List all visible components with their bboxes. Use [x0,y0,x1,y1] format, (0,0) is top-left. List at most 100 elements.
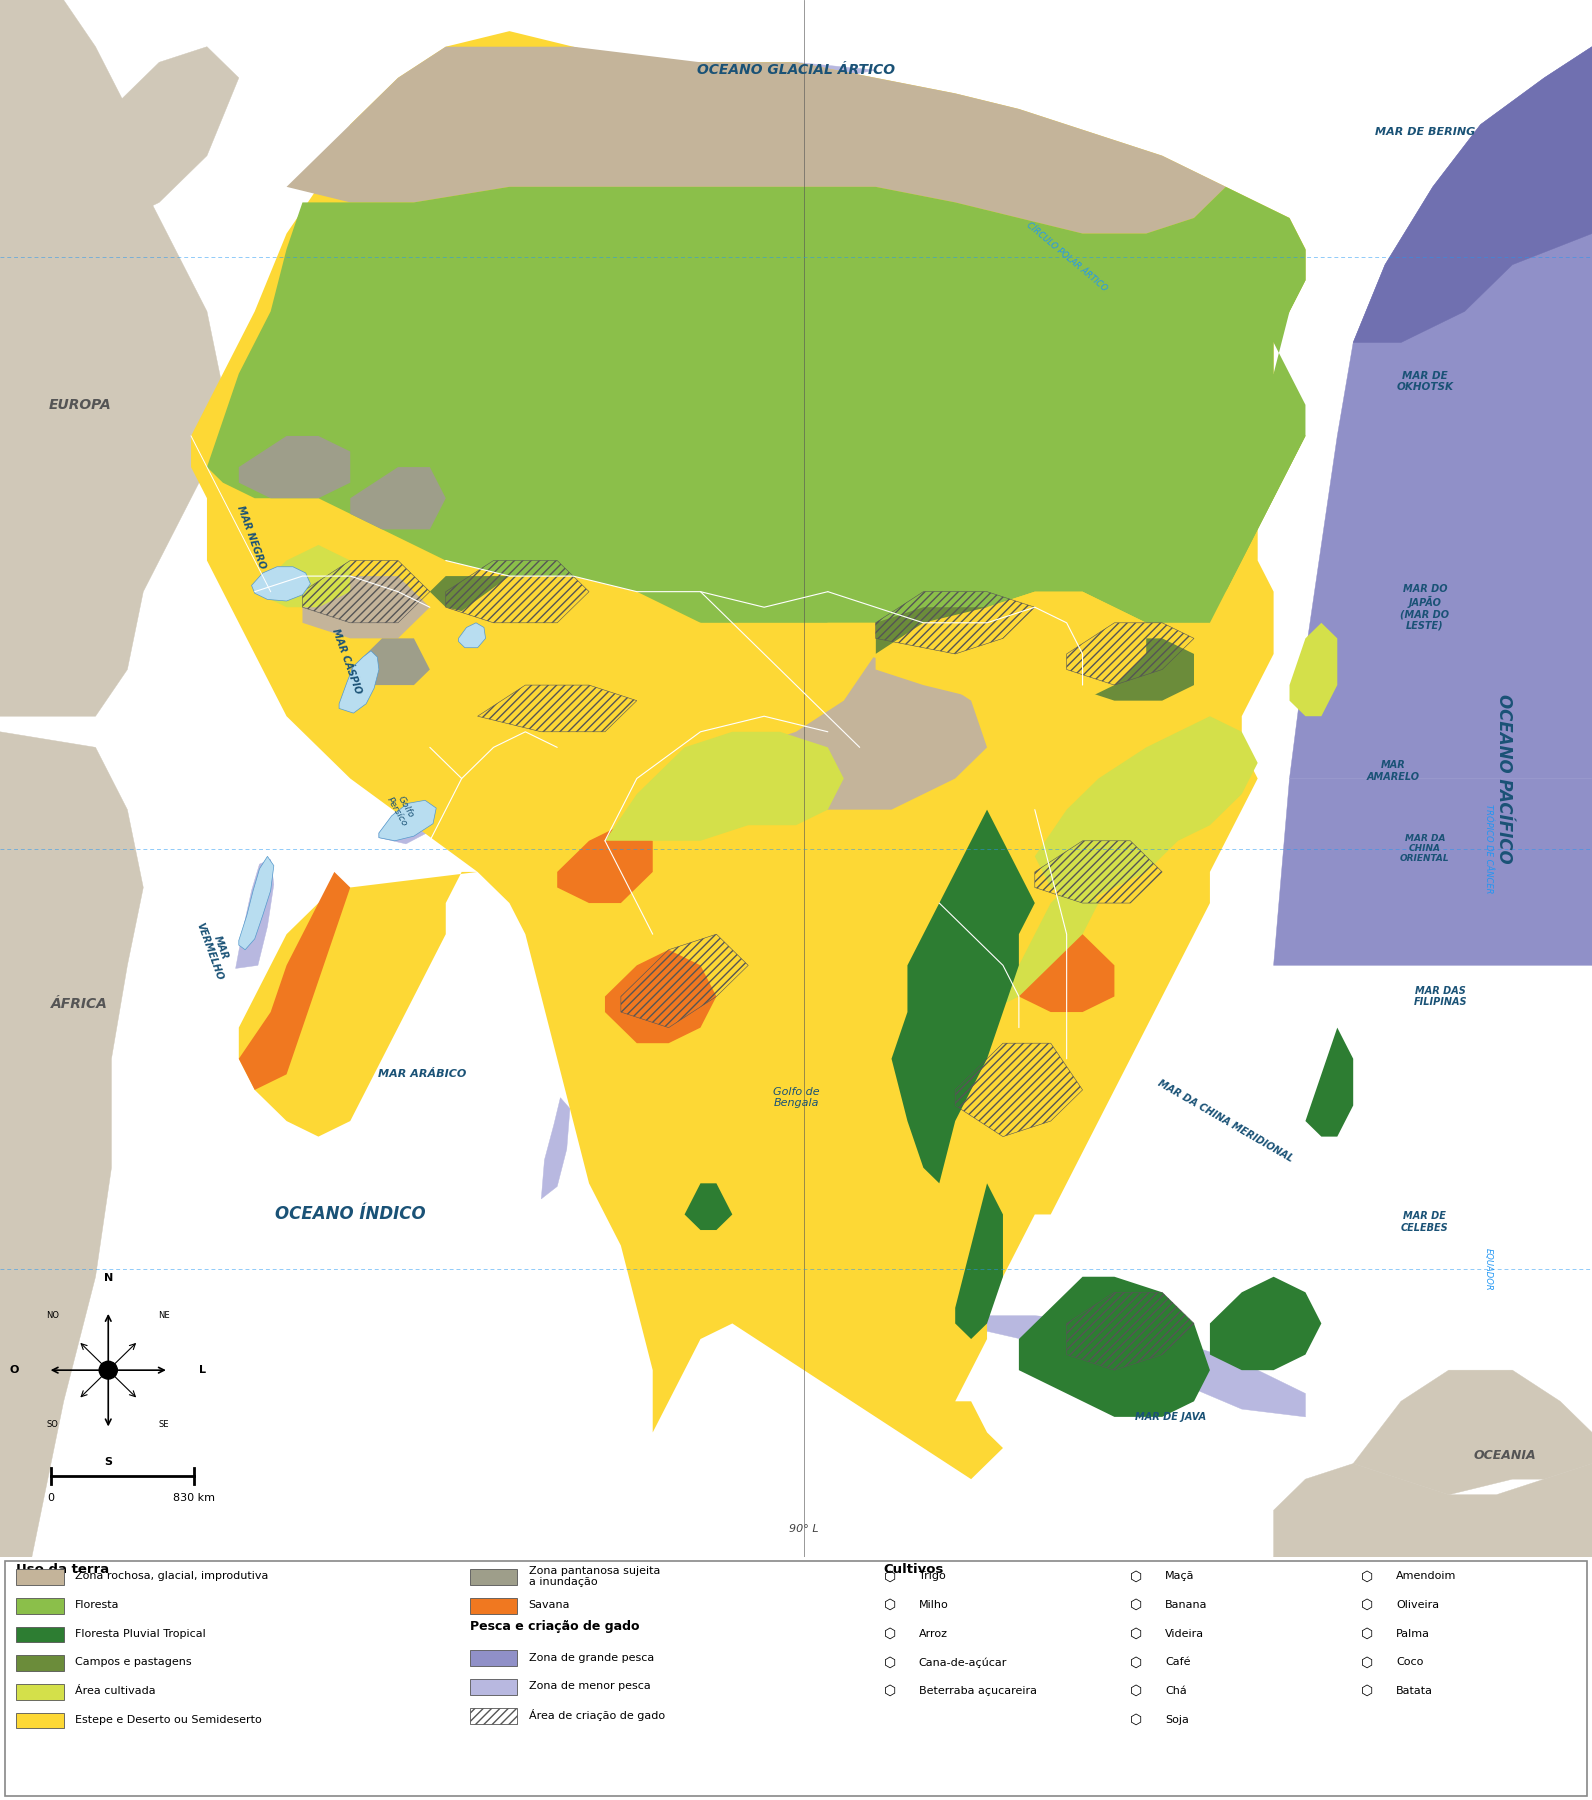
Text: MAR DE
OKHOTSK: MAR DE OKHOTSK [1396,371,1453,392]
Polygon shape [1210,1276,1321,1370]
Polygon shape [239,871,350,1089]
Text: Batata: Batata [1396,1687,1433,1696]
Polygon shape [239,857,274,950]
Polygon shape [458,623,486,648]
Text: ⬡: ⬡ [884,1685,896,1697]
Polygon shape [446,733,685,857]
Polygon shape [350,639,430,686]
Polygon shape [876,592,1146,700]
Polygon shape [430,576,605,623]
Polygon shape [1290,47,1592,778]
Text: CÍRCULO POLAR ÁRTICO: CÍRCULO POLAR ÁRTICO [1025,221,1108,293]
Text: OCEANO GLACIAL ÁRTICO: OCEANO GLACIAL ÁRTICO [697,63,895,77]
Text: ⬡: ⬡ [1130,1685,1143,1697]
Text: SO: SO [46,1420,59,1429]
Text: Campos e pastagens: Campos e pastagens [75,1658,191,1667]
Text: 830 km: 830 km [174,1492,215,1503]
Polygon shape [302,576,430,639]
Bar [16,1656,64,1670]
Polygon shape [605,733,844,841]
Text: Milho: Milho [919,1600,949,1611]
Text: ⬡: ⬡ [884,1598,896,1613]
Text: Área cultivada: Área cultivada [75,1687,156,1696]
Text: Área de criação de gado: Área de criação de gado [529,1708,665,1721]
Polygon shape [1290,623,1337,716]
Text: Videira: Videira [1165,1629,1205,1638]
Text: Golfo de
Bengala: Golfo de Bengala [772,1087,820,1109]
Text: 0: 0 [48,1492,54,1503]
Text: MAR NEGRO: MAR NEGRO [236,504,267,571]
Text: ⬡: ⬡ [1130,1714,1143,1726]
Text: Maçã: Maçã [1165,1571,1196,1582]
Text: OCEANO PACÍFICO: OCEANO PACÍFICO [1495,693,1514,864]
Text: Zona rochosa, glacial, improdutiva: Zona rochosa, glacial, improdutiva [75,1571,267,1582]
Text: ⬡: ⬡ [884,1627,896,1642]
Polygon shape [1019,934,1114,1012]
Text: Oliveira: Oliveira [1396,1600,1439,1611]
Polygon shape [207,187,1305,623]
Text: Beterraba açucareira: Beterraba açucareira [919,1687,1036,1696]
Text: Uso da terra: Uso da terra [16,1562,108,1577]
Polygon shape [987,1316,1305,1417]
Polygon shape [605,950,716,1044]
Text: MAR
VERMELHO: MAR VERMELHO [194,918,236,983]
Text: NE: NE [158,1310,170,1319]
Text: 90° L: 90° L [790,1525,818,1534]
Text: Palma: Palma [1396,1629,1430,1638]
Polygon shape [0,0,223,716]
Text: EUROPA: EUROPA [48,398,111,412]
Text: OCEANO ÍNDICO: OCEANO ÍNDICO [275,1206,425,1224]
Text: Chá: Chá [1165,1687,1188,1696]
Polygon shape [987,871,1098,1012]
Text: MAR
AMARELO: MAR AMARELO [1366,760,1420,781]
Text: Zona pantanosa sujeita
a inundação: Zona pantanosa sujeita a inundação [529,1566,661,1588]
Polygon shape [1067,639,1194,700]
Bar [470,1570,517,1586]
Polygon shape [334,1058,369,1112]
Bar [16,1714,64,1728]
Text: MAR DO
JAPÃO
(MAR DO
LESTE): MAR DO JAPÃO (MAR DO LESTE) [1401,583,1449,630]
Text: ⬡: ⬡ [884,1570,896,1584]
Polygon shape [1274,1463,1592,1557]
Text: O: O [10,1364,19,1375]
Polygon shape [252,567,310,601]
Text: Estepe e Deserto ou Semideserto: Estepe e Deserto ou Semideserto [75,1715,261,1724]
Bar [16,1627,64,1642]
Text: ⬡: ⬡ [1130,1627,1143,1642]
Polygon shape [1305,1028,1353,1136]
Text: Banana: Banana [1165,1600,1208,1611]
Polygon shape [1274,778,1592,965]
Bar [16,1685,64,1699]
Polygon shape [1353,1370,1592,1494]
Polygon shape [1353,47,1592,342]
Text: Golfo
Persíco: Golfo Persíco [385,790,417,828]
Text: OCEANIA: OCEANIA [1473,1449,1536,1462]
Text: ⬡: ⬡ [1130,1598,1143,1613]
Polygon shape [557,824,653,904]
Polygon shape [64,47,239,234]
Polygon shape [239,436,350,499]
Text: ⬡: ⬡ [1130,1656,1143,1669]
Text: ⬡: ⬡ [1361,1627,1374,1642]
Text: NO: NO [46,1310,59,1319]
Polygon shape [342,646,376,709]
Polygon shape [191,31,1305,1480]
Text: S: S [103,1456,113,1467]
Text: MAR DAS
FILIPINAS: MAR DAS FILIPINAS [1414,986,1468,1008]
Text: ÁFRICA: ÁFRICA [51,997,108,1012]
Text: MAR DA CHINA MERIDIONAL: MAR DA CHINA MERIDIONAL [1156,1078,1296,1165]
Text: Floresta Pluvial Tropical: Floresta Pluvial Tropical [75,1629,205,1638]
Text: Cana-de-açúcar: Cana-de-açúcar [919,1658,1008,1669]
Bar [470,1651,517,1667]
Polygon shape [339,652,379,713]
FancyBboxPatch shape [5,1561,1587,1796]
Text: ⬡: ⬡ [1361,1685,1374,1697]
Polygon shape [255,545,350,607]
Text: EQUADOR: EQUADOR [1484,1247,1493,1291]
Text: Coco: Coco [1396,1658,1423,1667]
Text: Trigo: Trigo [919,1571,946,1582]
Text: ⬡: ⬡ [1361,1570,1374,1584]
Text: ⬡: ⬡ [1361,1656,1374,1669]
Polygon shape [1210,248,1305,623]
Bar [470,1708,517,1724]
